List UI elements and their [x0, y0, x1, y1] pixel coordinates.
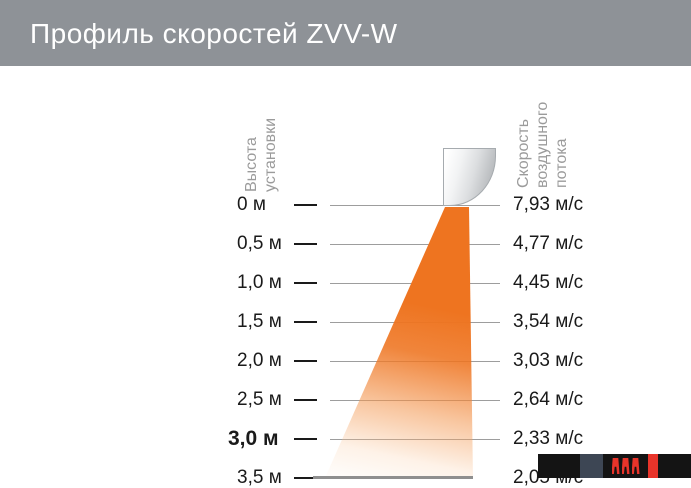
profile-row: 0 м 7,93 м/с [0, 186, 691, 224]
height-tick-mark [294, 204, 317, 206]
row-grid-line [330, 205, 500, 206]
right-axis-title-line2: воздушного [534, 101, 551, 188]
velocity-label: 7,93 м/с [513, 194, 584, 215]
logo-red-block [648, 454, 658, 478]
velocity-label: 2,33 м/с [513, 428, 584, 449]
height-label: 1,0 м [237, 272, 282, 293]
row-grid-line [330, 244, 500, 245]
left-axis-title-line1: Высота [243, 137, 260, 192]
right-axis-title: Скорость воздушного потока [514, 86, 572, 188]
logo-slate-block [580, 454, 603, 478]
logo-black-block [658, 454, 691, 478]
profile-row: 2,5 м 2,64 м/с [0, 381, 691, 419]
right-axis-title-line3: потока [553, 138, 570, 188]
height-label: 3,5 м [237, 467, 282, 488]
height-tick-mark [294, 438, 317, 440]
height-label: 1,5 м [237, 311, 282, 332]
page-title: Профиль скоростей ZVV-W [30, 18, 398, 49]
left-axis-title-line2: установки [262, 117, 279, 192]
profile-row: 2,0 м 3,03 м/с [0, 342, 691, 380]
height-tick-mark [294, 243, 317, 245]
floor-line [313, 476, 473, 479]
height-tick-mark [294, 399, 317, 401]
velocity-label: 4,45 м/с [513, 272, 584, 293]
logo-red-glyph [621, 458, 630, 474]
height-label: 2,0 м [237, 350, 282, 371]
profile-row: 1,0 м 4,45 м/с [0, 264, 691, 302]
logo-red-glyph [631, 458, 640, 474]
height-label: 0,5 м [237, 233, 282, 254]
height-tick-mark [294, 282, 317, 284]
velocity-label: 4,77 м/с [513, 233, 584, 254]
profile-row: 0,5 м 4,77 м/с [0, 225, 691, 263]
height-label: 3,0 м [228, 427, 279, 450]
header-bar: Профиль скоростей ZVV-W [0, 0, 691, 66]
height-tick-mark [294, 360, 317, 362]
velocity-label: 2,64 м/с [513, 389, 584, 410]
velocity-label: 3,03 м/с [513, 350, 584, 371]
height-tick-mark [294, 321, 317, 323]
height-tick-mark [294, 477, 317, 479]
logo-black-block [538, 454, 580, 478]
logo-red-glyph [611, 458, 620, 474]
velocity-label: 3,54 м/с [513, 311, 584, 332]
logo-red-glyphs-block [603, 454, 648, 478]
brand-logo [538, 454, 691, 478]
profile-row: 1,5 м 3,54 м/с [0, 303, 691, 341]
left-axis-title: Высота установки [242, 96, 282, 192]
right-axis-title-line1: Скорость [515, 118, 532, 188]
height-label: 0 м [237, 194, 266, 215]
height-label: 2,5 м [237, 389, 282, 410]
